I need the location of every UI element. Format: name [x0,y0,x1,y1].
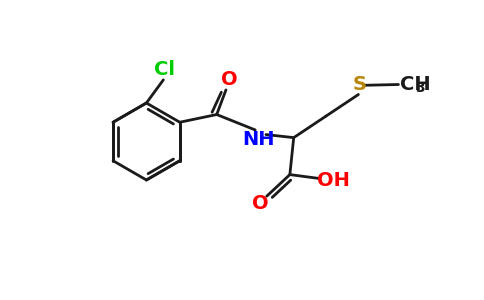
Text: CH: CH [400,75,431,94]
Text: Cl: Cl [154,60,175,79]
Text: OH: OH [317,171,349,190]
Text: 3: 3 [415,81,425,95]
Text: S: S [353,75,367,94]
Text: O: O [252,194,269,213]
Text: O: O [221,70,237,89]
Text: NH: NH [242,130,274,149]
